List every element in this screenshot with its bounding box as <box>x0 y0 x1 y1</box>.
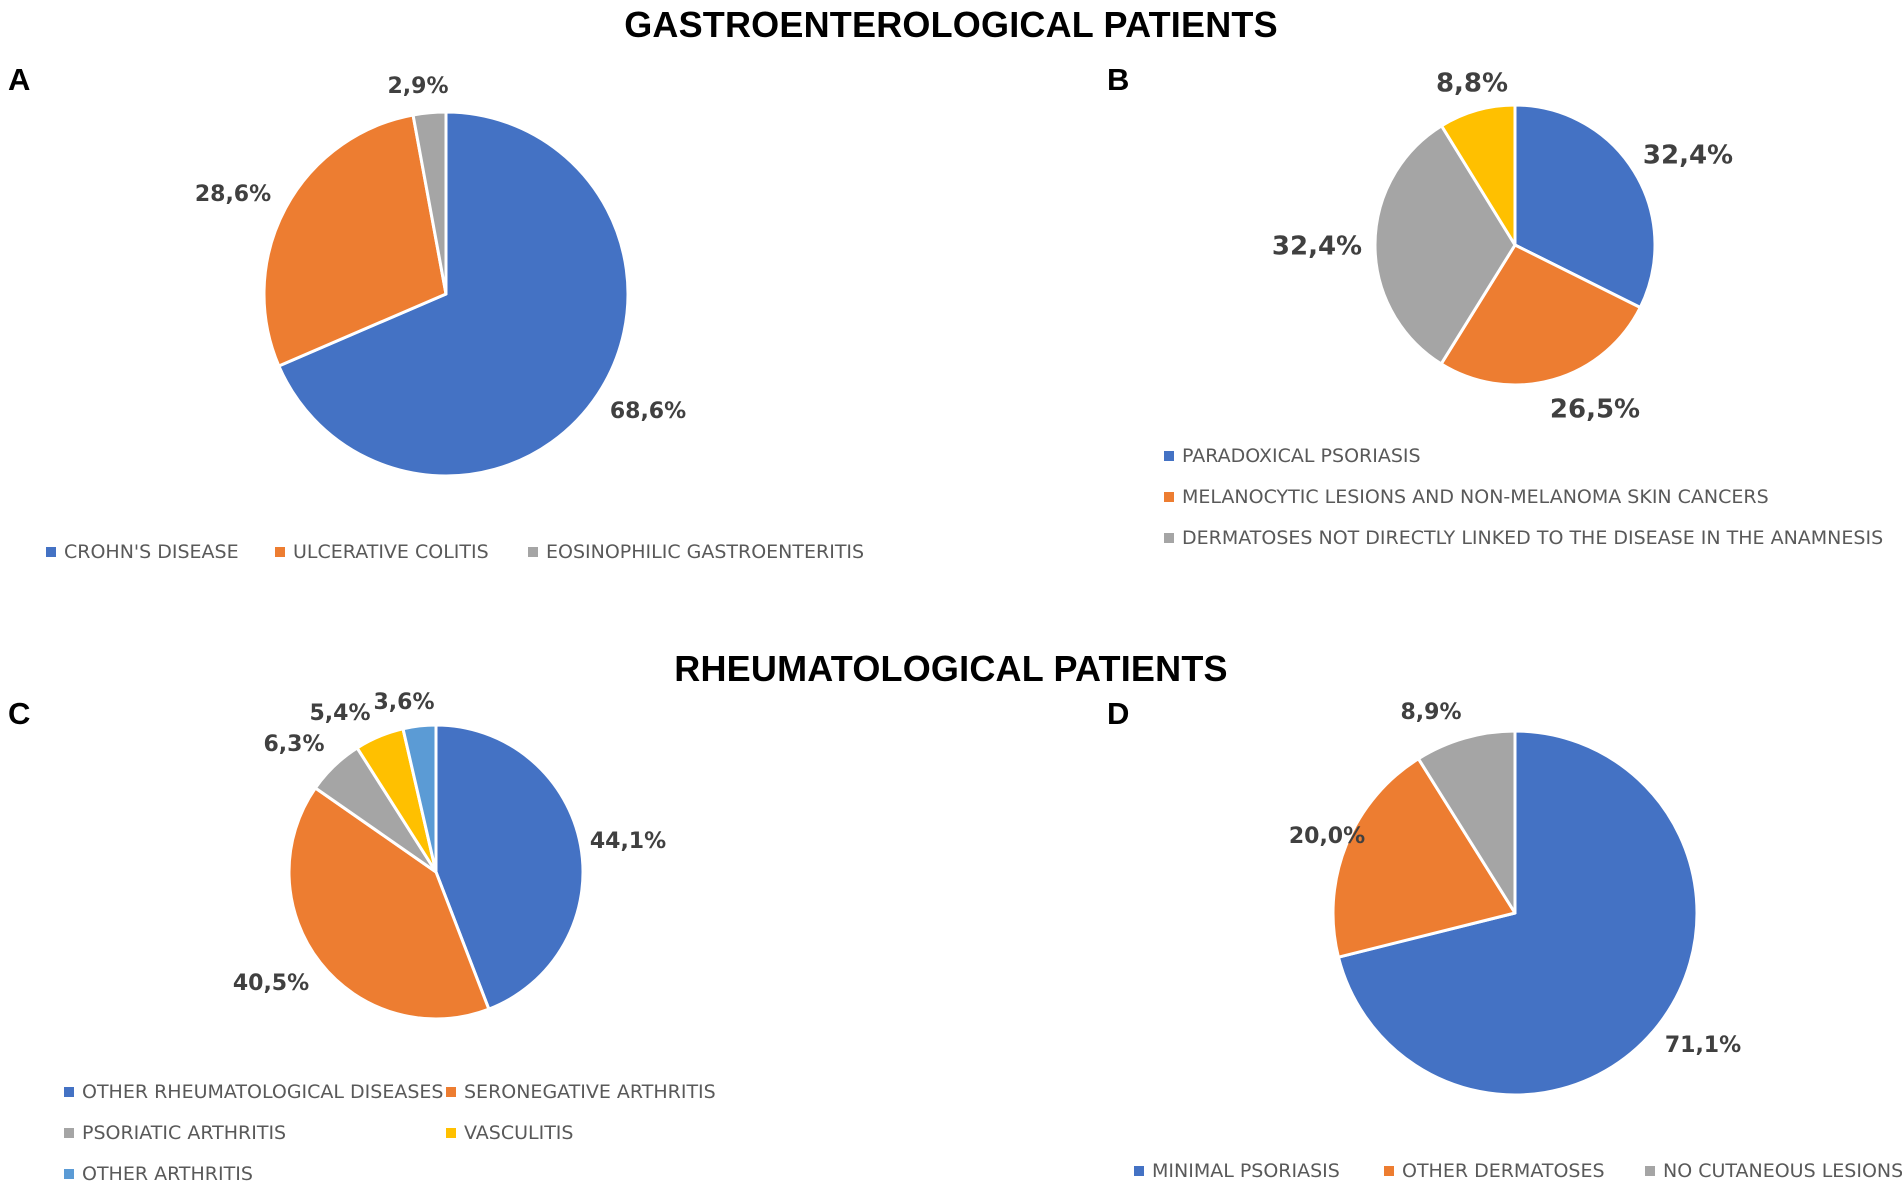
legend-item-paradoxical-psoriasis: PARADOXICAL PSORIASIS <box>1164 445 1421 467</box>
pie-c-data-label-3: 5,4% <box>309 701 370 726</box>
legend-swatch <box>275 547 285 557</box>
pie-a-slice-0 <box>277 110 630 478</box>
legend-label: MINIMAL PSORIASIS <box>1152 1160 1340 1182</box>
legend-swatch <box>446 1087 456 1097</box>
panel-letter-b: B <box>1107 62 1130 97</box>
panel-letter-a: A <box>8 62 31 97</box>
pie-d-slice-2 <box>1416 729 1517 915</box>
legend-swatch <box>1645 1166 1655 1176</box>
legend-label: EOSINOPHILIC GASTROENTERITIS <box>546 541 865 563</box>
pie-b-data-label-2: 32,4% <box>1272 232 1362 262</box>
legend-item-other-arthritis: OTHER ARTHRITIS <box>64 1163 253 1185</box>
legend-label: NO CUTANEOUS LESIONS <box>1663 1160 1902 1182</box>
pie-b-slice-0 <box>1513 103 1657 310</box>
gastro-section-title: GASTROENTEROLOGICAL PATIENTS <box>624 4 1278 45</box>
legend-item-dermatoses: DERMATOSES NOT DIRECTLY LINKED TO THE DI… <box>1164 527 1883 549</box>
legend-item-psoriatic: PSORIATIC ARTHRITIS <box>64 1122 286 1144</box>
pie-b-data-label-0: 32,4% <box>1643 141 1733 171</box>
pie-a-data-label-0: 68,6% <box>610 399 686 424</box>
pie-b-slice-2 <box>1373 124 1517 366</box>
legend-label: DERMATOSES NOT DIRECTLY LINKED TO THE DI… <box>1182 527 1884 549</box>
legend-label: CROHN'S DISEASE <box>64 541 239 563</box>
legend-swatch <box>446 1128 456 1138</box>
pie-b-data-label-1: 26,5% <box>1550 395 1640 425</box>
legend-swatch <box>64 1087 74 1097</box>
pie-c-slice-1 <box>287 786 491 1021</box>
pie-d-slice-1 <box>1331 757 1517 959</box>
legend-swatch <box>1384 1166 1394 1176</box>
pie-c-data-label-1: 40,5% <box>233 971 309 996</box>
pie-c-slice-4 <box>401 723 438 874</box>
legend-item-minimal-psoriasis: MINIMAL PSORIASIS <box>1134 1160 1340 1182</box>
legend-item-seronegative: SERONEGATIVE ARTHRITIS <box>446 1081 716 1103</box>
panel-letter-d: D <box>1107 696 1130 731</box>
pie-a-slice-2 <box>411 110 448 296</box>
legend-swatch <box>528 547 538 557</box>
pie-b-data-label-3: 8,8% <box>1436 69 1508 99</box>
legend-item-eosinophilic: EOSINOPHILIC GASTROENTERITIS <box>528 541 864 563</box>
pie-d-data-label-1: 20,0% <box>1289 824 1365 849</box>
legend-label: VASCULITIS <box>464 1122 574 1144</box>
pie-c-data-label-4: 3,6% <box>373 690 434 715</box>
legend-item-other-dermatoses: OTHER DERMATOSES <box>1384 1160 1605 1182</box>
legend-item-vasculitis: VASCULITIS <box>446 1122 573 1144</box>
pie-a-slice-1 <box>262 113 448 368</box>
pie-b-slice-3 <box>1440 103 1517 247</box>
pie-d-data-label-2: 8,9% <box>1400 700 1461 725</box>
legend-swatch <box>1164 451 1174 461</box>
legend-label: ULCERATIVE COLITIS <box>293 541 489 563</box>
legend-item-ulcerative-colitis: ULCERATIVE COLITIS <box>275 541 489 563</box>
pie-a-data-label-1: 28,6% <box>195 182 271 207</box>
legend-label: SERONEGATIVE ARTHRITIS <box>464 1081 716 1103</box>
legend-swatch <box>46 547 56 557</box>
pie-c-data-label-2: 6,3% <box>263 732 324 757</box>
legend-swatch <box>64 1128 74 1138</box>
legend-label: PSORIATIC ARTHRITIS <box>82 1122 287 1144</box>
legend-swatch <box>1134 1166 1144 1176</box>
legend-item-other-rheumatological: OTHER RHEUMATOLOGICAL DISEASES <box>64 1081 443 1103</box>
legend-swatch <box>1164 533 1174 543</box>
legend-item-crohns: CROHN'S DISEASE <box>46 541 239 563</box>
legend-label: PARADOXICAL PSORIASIS <box>1182 445 1421 467</box>
legend-label: OTHER DERMATOSES <box>1402 1160 1605 1182</box>
legend-label: OTHER ARTHRITIS <box>82 1163 253 1185</box>
panel-letter-c: C <box>8 696 31 731</box>
legend-swatch <box>64 1169 74 1179</box>
rheuma-section-title: RHEUMATOLOGICAL PATIENTS <box>674 648 1228 689</box>
pie-d-data-label-0: 71,1% <box>1665 1033 1741 1058</box>
pie-c-data-label-0: 44,1% <box>590 829 666 854</box>
legend-label: OTHER RHEUMATOLOGICAL DISEASES <box>82 1081 444 1103</box>
pie-c-slice-0 <box>434 723 585 1011</box>
legend-item-no-cutaneous-lesions: NO CUTANEOUS LESIONS <box>1645 1160 1902 1182</box>
legend-label: MELANOCYTIC LESIONS AND NON-MELANOMA SKI… <box>1182 486 1769 508</box>
legend-swatch <box>1164 492 1174 502</box>
pie-d-slice-0 <box>1336 729 1699 1097</box>
pie-a-data-label-2: 2,9% <box>387 74 448 99</box>
pie-b-slice-1 <box>1439 243 1642 387</box>
legend-item-melanocytic: MELANOCYTIC LESIONS AND NON-MELANOMA SKI… <box>1164 486 1769 508</box>
